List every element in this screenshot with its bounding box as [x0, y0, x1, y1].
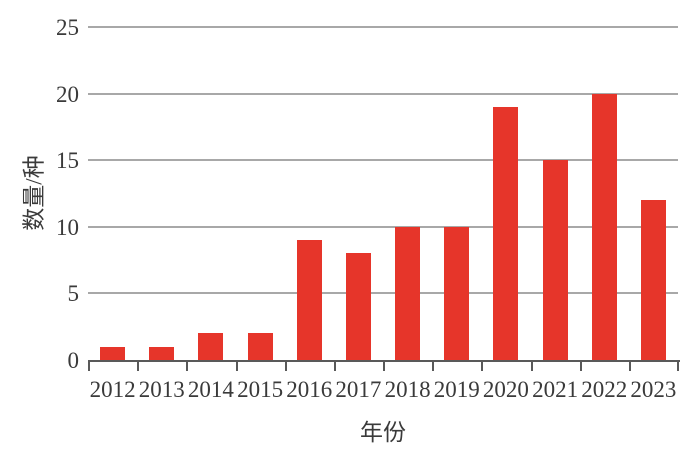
x-axis-tick	[383, 361, 385, 371]
x-axis-title: 年份	[360, 420, 406, 445]
x-axis-tick	[186, 361, 189, 371]
bar	[149, 346, 175, 360]
x-tick-label: 2020	[482, 377, 529, 402]
x-axis-tick	[481, 361, 484, 371]
y-tick-label: 0	[67, 348, 80, 373]
x-axis-tick	[88, 361, 90, 371]
x-tick-label: 2021	[532, 377, 579, 402]
x-tick-label: 2016	[286, 377, 333, 402]
x-axis-tick	[677, 361, 679, 371]
bar	[542, 160, 568, 360]
x-axis-tick	[137, 361, 140, 371]
x-tick-label: 2013	[138, 377, 185, 402]
x-tick-label: 2012	[89, 377, 136, 402]
bar	[100, 346, 126, 360]
y-tick-label: 25	[56, 15, 79, 40]
bar	[198, 333, 224, 360]
x-tick-label: 2022	[581, 377, 628, 402]
bar	[296, 240, 322, 360]
y-tick-label: 5	[67, 281, 80, 307]
x-tick-label: 2018	[384, 377, 431, 402]
bar	[345, 253, 371, 360]
y-tick-label: 10	[56, 214, 79, 240]
x-axis-tick	[628, 361, 631, 371]
gridline	[88, 26, 678, 28]
y-tick-label: 20	[56, 81, 79, 107]
bar	[444, 226, 470, 360]
x-axis-tick	[284, 361, 287, 371]
y-tick-label: 15	[56, 148, 79, 174]
x-axis-tick	[579, 361, 582, 371]
gridline	[88, 225, 678, 228]
gridline	[88, 159, 678, 162]
x-axis-tick	[432, 361, 435, 371]
x-tick-label: 2019	[433, 377, 480, 402]
bar	[591, 93, 617, 360]
bar	[640, 200, 666, 360]
gridline	[88, 92, 678, 95]
x-tick-label: 2015	[237, 377, 284, 402]
x-tick-label: 2023	[630, 377, 677, 402]
x-tick-label: 2017	[335, 377, 382, 402]
bar	[247, 333, 273, 360]
x-axis-tick	[235, 361, 238, 371]
x-axis-tick	[333, 361, 336, 371]
x-axis-tick	[530, 361, 533, 371]
gridline	[88, 292, 678, 295]
bar	[395, 226, 421, 360]
x-tick-label: 2014	[187, 377, 234, 402]
bar	[493, 106, 519, 360]
